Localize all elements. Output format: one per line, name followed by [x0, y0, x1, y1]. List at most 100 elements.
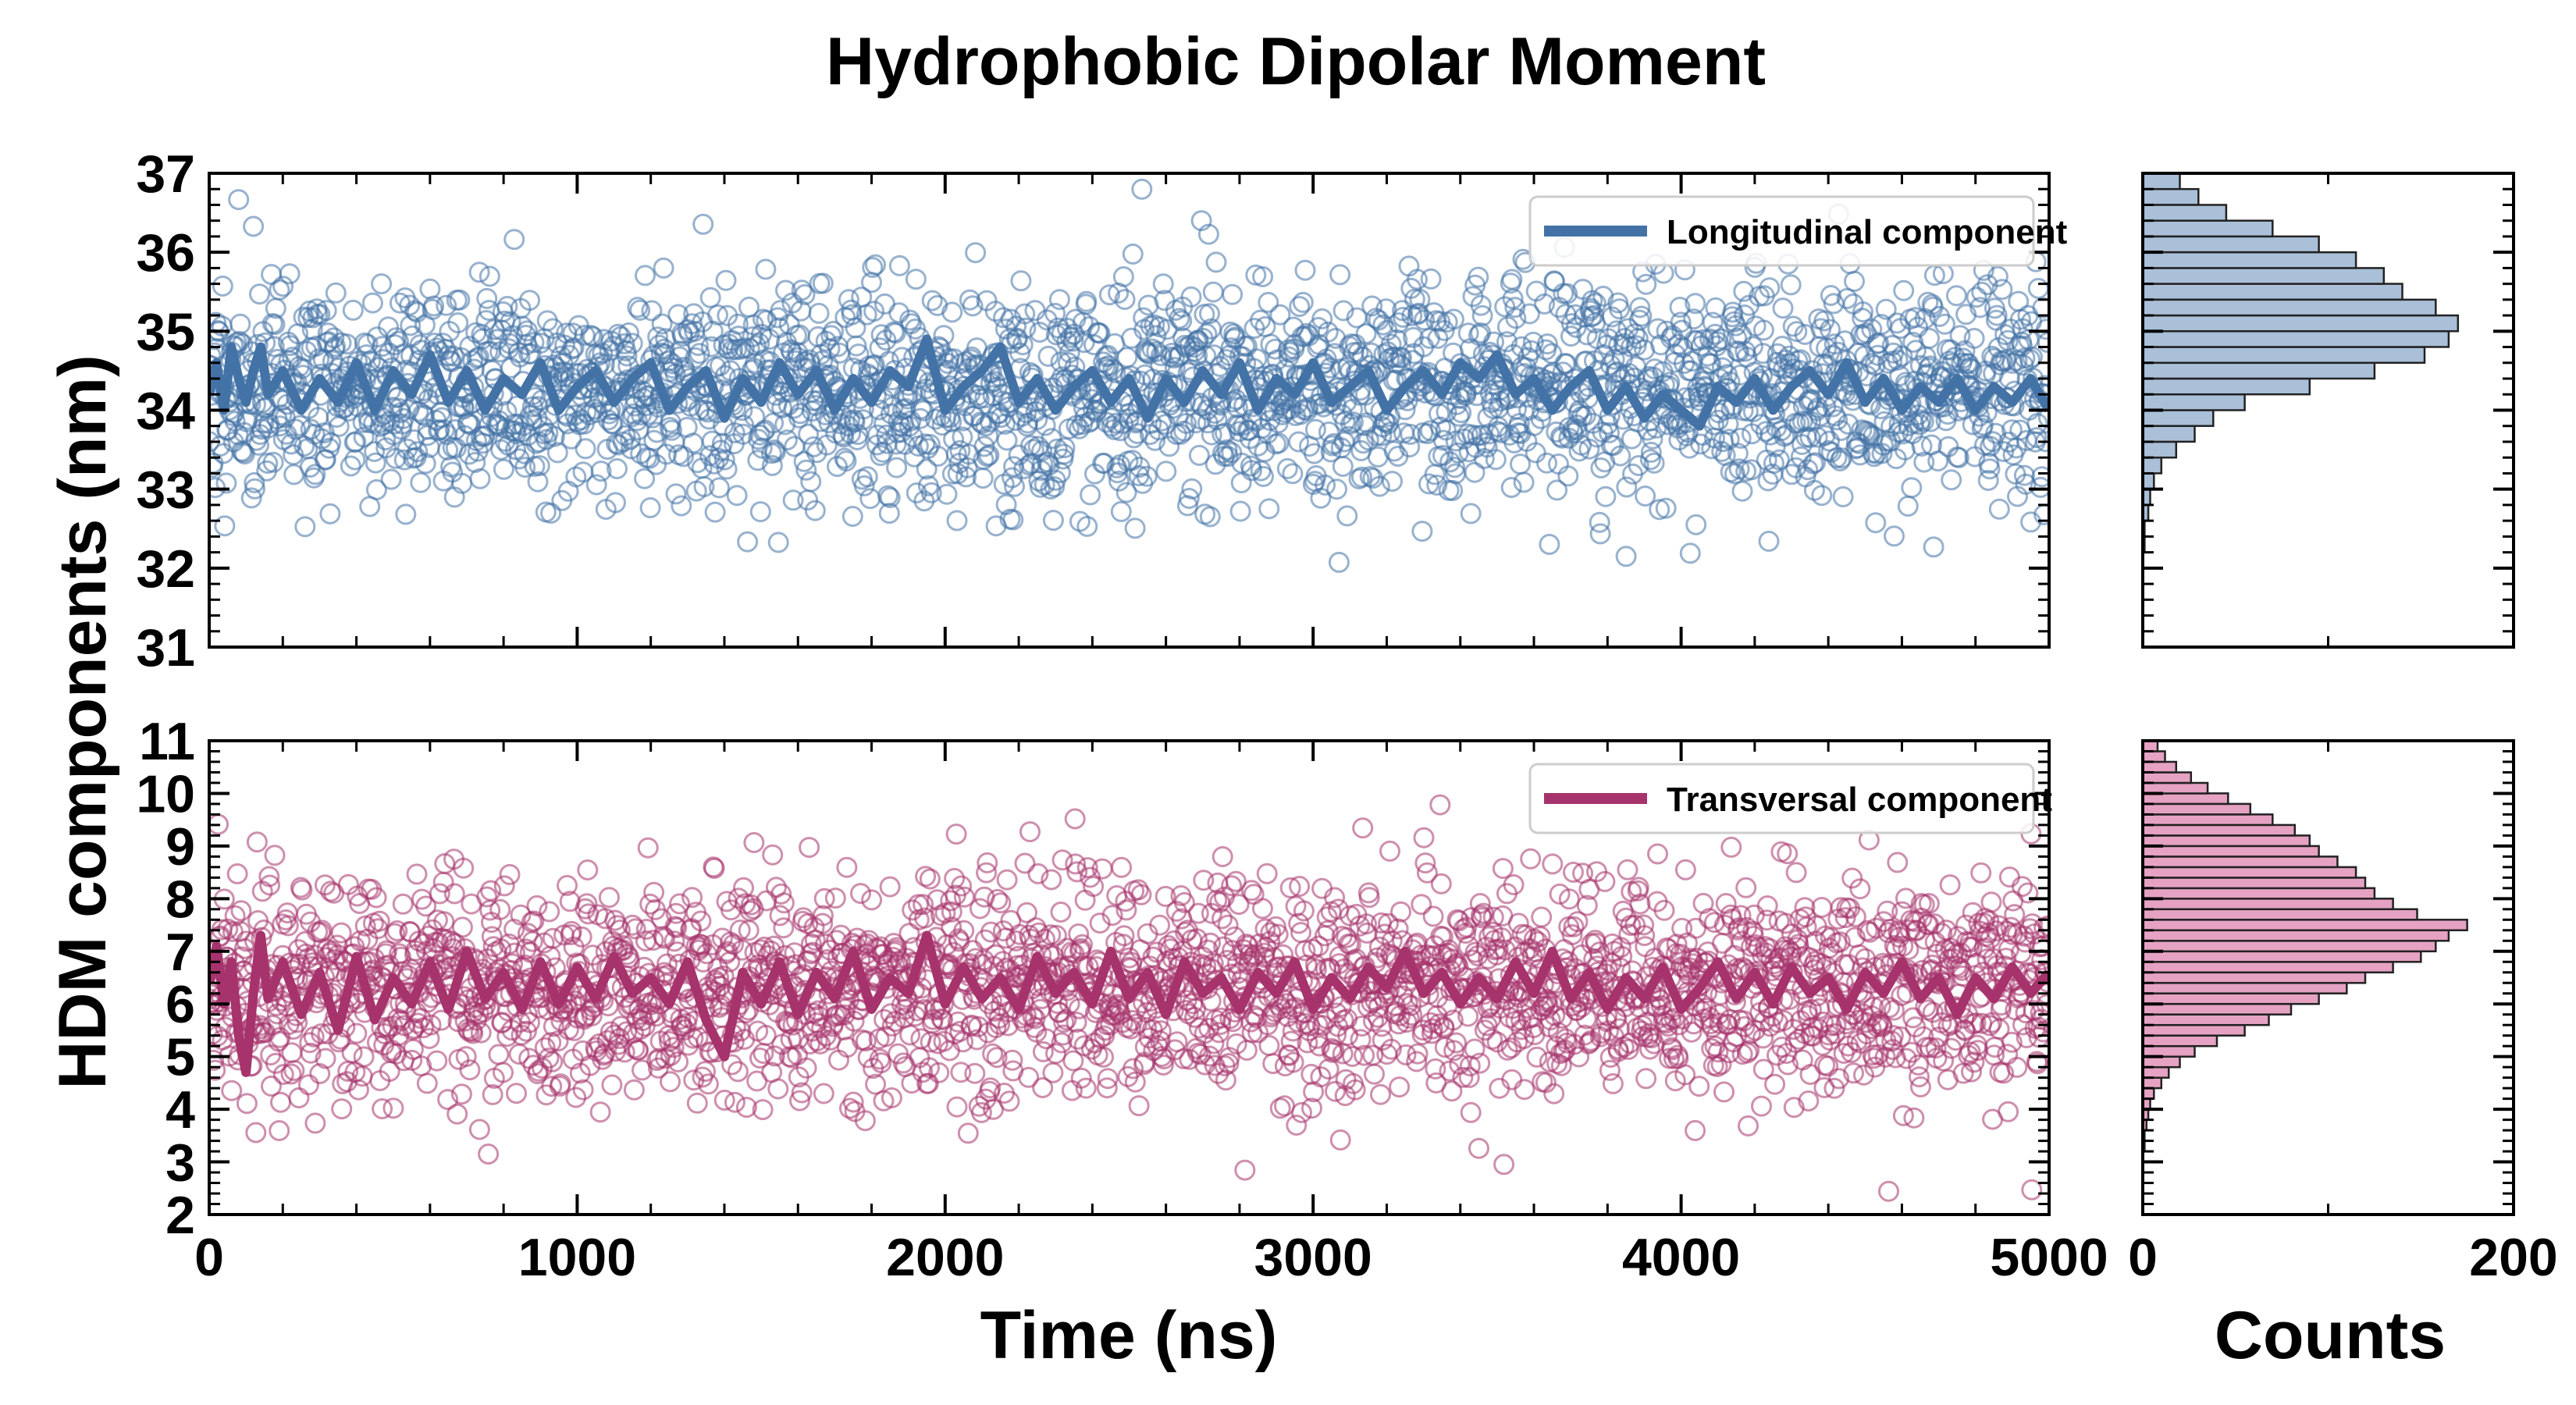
scatter-point [782, 489, 804, 511]
scatter-point [215, 472, 237, 494]
scatter-point [1557, 1032, 1578, 1054]
scatter-point [1759, 277, 1781, 299]
scatter-point [1389, 1076, 1411, 1098]
scatter-point [1262, 1053, 1284, 1075]
scatter-point [1443, 308, 1464, 330]
scatter-point [917, 1072, 939, 1094]
scatter-point [1419, 955, 1441, 977]
scatter-point [629, 299, 651, 321]
scatter-point [1032, 1077, 1054, 1098]
scatter-point [1230, 472, 1252, 494]
scatter-point [543, 425, 565, 447]
scatter-point [1758, 530, 1780, 552]
scatter-point [1751, 1095, 1772, 1117]
scatter-point [1267, 923, 1289, 945]
scatter-point [1878, 1180, 1899, 1202]
scatter-point [597, 995, 619, 1017]
scatter-point [1268, 432, 1290, 454]
scatter-point [1457, 322, 1479, 344]
scatter-point [1752, 319, 1774, 341]
scatter-point [1258, 1035, 1280, 1056]
scatter-point [1203, 1033, 1225, 1055]
scatter-point [1884, 525, 1905, 547]
scatter-point [1188, 444, 1210, 466]
scatter-point [1730, 905, 1752, 927]
scatter-point [542, 318, 564, 340]
scatter-point [1004, 475, 1025, 497]
scatter-point [1131, 178, 1153, 200]
scatter-point [1979, 458, 2001, 480]
scatter-point [865, 1073, 887, 1095]
scatter-point [1541, 993, 1563, 1015]
scatter-point [900, 410, 922, 432]
scatter-point [496, 1026, 518, 1048]
scatter-point [1742, 925, 1764, 947]
scatter-point [1414, 852, 1436, 874]
scatter-point [1669, 297, 1691, 318]
scatter-point [956, 457, 978, 478]
scatter-point [1647, 843, 1668, 865]
scatter-point [1175, 921, 1197, 943]
scatter-point [1388, 312, 1410, 334]
scatter-point [938, 953, 960, 975]
scatter-point [965, 242, 987, 264]
scatter-point [1064, 808, 1086, 830]
scatter-point [1080, 484, 1101, 506]
scatter-point [1706, 1056, 1728, 1077]
scatter-point [1685, 293, 1706, 315]
scatter-point [732, 423, 754, 445]
scatter-point [699, 286, 721, 308]
scatter-point [1852, 301, 1873, 323]
scatter-point [1269, 1097, 1291, 1119]
scatter-point [1016, 902, 1037, 923]
scatter-point [1836, 288, 1858, 309]
scatter-point [526, 895, 548, 916]
scatter-point [331, 1098, 353, 1120]
scatter-point [1613, 408, 1634, 430]
scatter-point [946, 1096, 968, 1118]
scatter-point [1822, 942, 1844, 964]
scatter-point [285, 418, 306, 440]
scatter-point [519, 1012, 540, 1033]
scatter-point [838, 289, 859, 311]
scatter-point [1843, 1062, 1864, 1084]
scatter-point [426, 337, 448, 359]
scatter-point [1202, 281, 1224, 303]
y-tick-label: 35 [136, 302, 195, 361]
scatter-point [1473, 447, 1495, 469]
scatter-point [985, 1017, 1007, 1039]
scatter-point [510, 904, 532, 926]
scatter-point [1294, 940, 1316, 962]
scatter-point [1640, 441, 1662, 463]
scatter-point [641, 300, 663, 322]
scatter-point [1407, 302, 1429, 324]
scatter-point [1536, 333, 1558, 355]
scatter-point [596, 1030, 618, 1051]
scatter-point [1065, 853, 1087, 875]
scatter-point [1941, 469, 1962, 491]
scatter-point [1897, 495, 1919, 517]
scatter-point [901, 1072, 923, 1094]
scatter-point [813, 1083, 834, 1104]
scatter-point [325, 336, 346, 357]
scatter-point [1211, 1007, 1232, 1029]
scatter-point [943, 429, 965, 450]
scatter-point [281, 1042, 303, 1064]
scatter-point [1034, 474, 1055, 496]
scatter-point [1002, 1049, 1023, 1071]
scatter-point [944, 867, 966, 889]
scatter-point [800, 471, 822, 493]
scatter-point [244, 471, 265, 493]
scatter-point [1520, 848, 1542, 870]
scatter-point [1635, 936, 1656, 958]
y-axis-label: HDM components (nm) [45, 354, 120, 1089]
scatter-point [1576, 895, 1598, 916]
scatter-point [378, 316, 399, 338]
scatter-point [1927, 450, 1949, 472]
scatter-point [1563, 861, 1584, 883]
scatter-point [1966, 286, 1987, 308]
scatter-point [915, 866, 937, 887]
scatter-point [687, 335, 709, 357]
scatter-point [1015, 317, 1037, 339]
scatter-point [861, 889, 883, 911]
